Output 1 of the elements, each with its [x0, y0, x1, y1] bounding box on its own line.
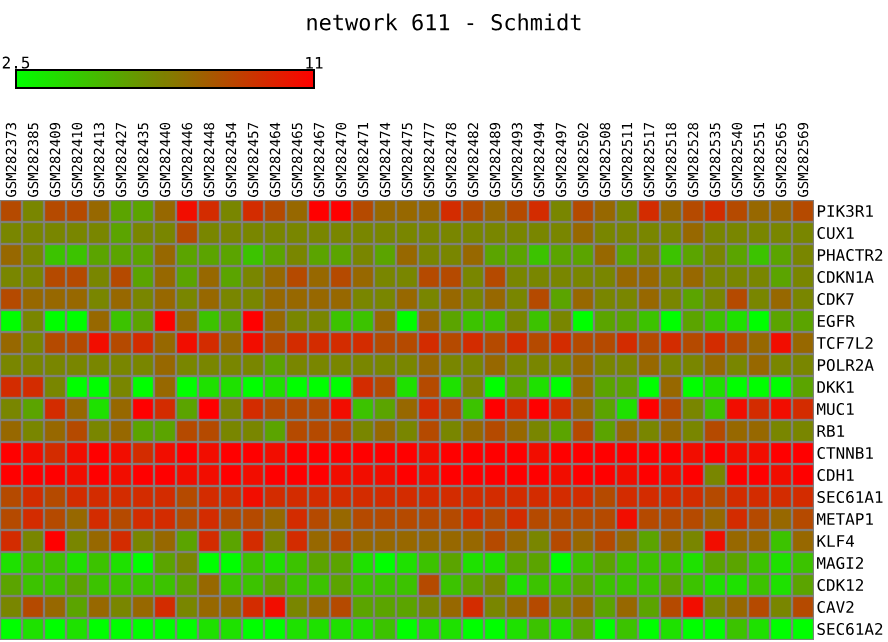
- chart-title: network 611 - Schmidt: [307, 13, 581, 31]
